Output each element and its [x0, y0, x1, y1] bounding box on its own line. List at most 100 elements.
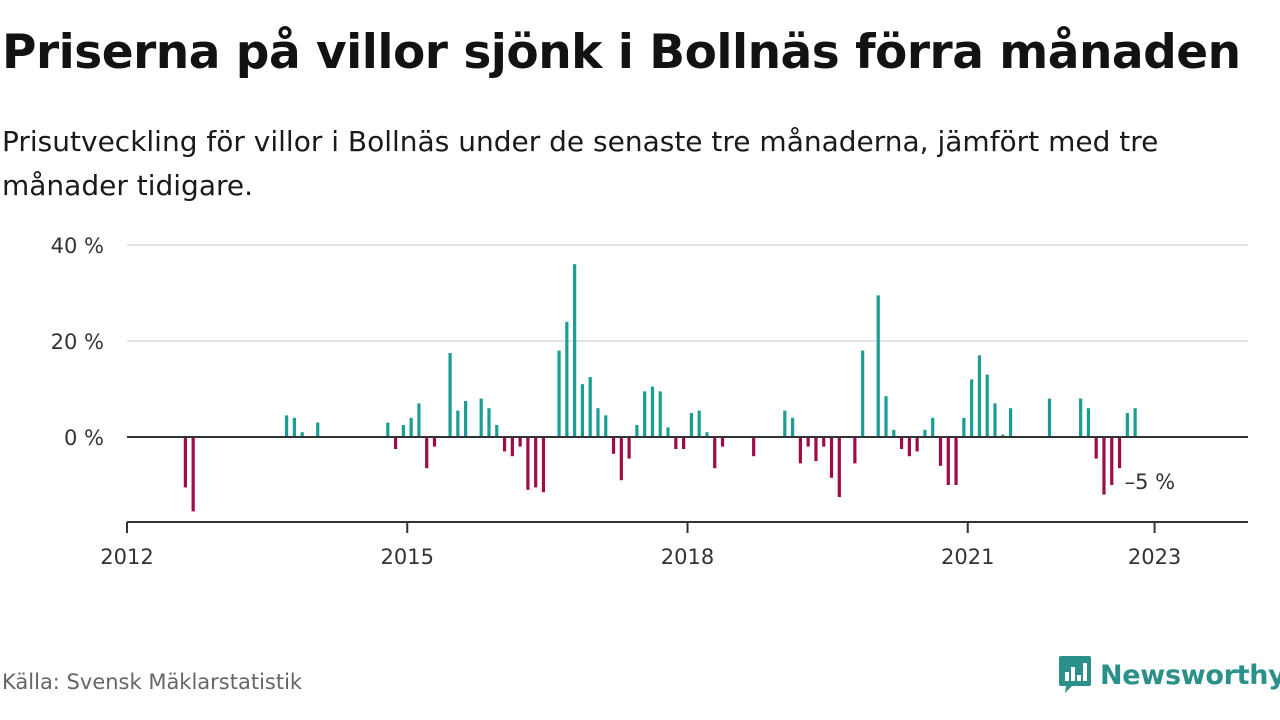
grid-lines: [127, 244, 1248, 342]
bar: [697, 410, 701, 437]
y-tick-label: 20 %: [51, 330, 104, 354]
bar: [705, 432, 709, 437]
x-tick-label: 2015: [381, 545, 434, 569]
brand-logo: Newsworthy: [1058, 655, 1280, 695]
bar: [1001, 434, 1005, 437]
chart-subtitle: Prisutveckling för villor i Bollnäs unde…: [2, 125, 1159, 202]
bar: [993, 403, 997, 437]
bar: [479, 398, 483, 437]
bar: [876, 295, 880, 437]
bar: [580, 384, 585, 437]
bar: [526, 437, 530, 490]
bar: [814, 437, 818, 461]
bar: [977, 355, 982, 437]
y-axis-tick-labels: 0 % 20 % 40 %: [51, 234, 104, 450]
bar: [573, 264, 577, 437]
bar: [1008, 408, 1013, 437]
bar: [1086, 408, 1091, 437]
bar: [853, 437, 857, 464]
bar: [541, 437, 546, 493]
bar: [596, 408, 600, 437]
bar-chart: 0 % 20 % 40 % 2012 2015 2018 2021 2023 –5 %: [51, 234, 1248, 569]
bar: [798, 437, 802, 464]
brand-name: Newsworthy: [1100, 659, 1280, 691]
bar: [627, 437, 631, 459]
bar: [837, 437, 841, 497]
bar: [502, 437, 507, 452]
bar: [985, 374, 989, 437]
bar: [658, 391, 662, 437]
bar: [284, 415, 289, 437]
bar: [822, 437, 826, 447]
bar: [790, 417, 795, 437]
chart-title: Priserna på villor sjönk i Bollnäs förra…: [2, 25, 1241, 80]
bar: [316, 422, 320, 437]
bar: [666, 427, 670, 437]
bar: [931, 417, 935, 437]
annotations: –5 %: [1125, 470, 1176, 494]
bar: [393, 437, 398, 449]
bar: [643, 391, 647, 437]
bar: [425, 437, 429, 469]
bar: [829, 437, 834, 478]
bar: [1110, 437, 1114, 485]
bar: [907, 437, 911, 457]
bar: [565, 321, 569, 437]
bar: [518, 437, 522, 447]
bar: [495, 425, 499, 437]
bar: [1125, 413, 1129, 437]
axes: [127, 436, 1248, 523]
bar: [962, 417, 966, 437]
bar: [783, 410, 787, 437]
y-tick-label: 40 %: [51, 234, 104, 258]
bar: [604, 415, 608, 437]
bar: [611, 437, 616, 454]
bar: [191, 437, 195, 512]
bar: [689, 413, 693, 437]
bar: [1117, 437, 1122, 469]
bar: [884, 396, 888, 437]
bar: [1094, 437, 1098, 459]
x-tick-label: 2023: [1128, 545, 1181, 569]
bar: [682, 437, 686, 449]
last-value-label: –5 %: [1125, 470, 1176, 494]
bar: [923, 429, 927, 437]
bar: [861, 350, 865, 437]
x-axis-tick-labels: 2012 2015 2018 2021 2023: [100, 522, 1181, 569]
bar: [806, 437, 810, 447]
bar: [1047, 398, 1052, 437]
bar: [534, 437, 538, 488]
bar: [1102, 437, 1106, 495]
x-tick-label: 2012: [100, 545, 153, 569]
bar: [635, 425, 639, 437]
bar: [915, 437, 919, 452]
bar: [954, 437, 958, 485]
bar: [588, 377, 592, 437]
x-tick-label: 2018: [661, 545, 714, 569]
bars: [183, 264, 1137, 512]
bar: [510, 437, 514, 457]
bar: [386, 422, 390, 437]
bar: [720, 437, 725, 447]
bar: [970, 379, 974, 437]
bar: [1079, 398, 1083, 437]
source-note: Källa: Svensk Mäklarstatistik: [2, 670, 303, 694]
bar: [448, 353, 452, 437]
bar: [713, 437, 717, 469]
bar: [417, 403, 421, 437]
bar: [619, 437, 623, 481]
bar: [752, 437, 756, 457]
y-tick-label: 0 %: [64, 426, 104, 450]
bar: [432, 437, 437, 447]
bar: [938, 437, 943, 466]
bar: [892, 429, 896, 437]
newsworthy-logo-icon: [1059, 656, 1091, 693]
bar: [300, 432, 304, 437]
bar: [946, 437, 950, 485]
bar: [557, 350, 561, 437]
bar: [899, 437, 904, 449]
bar: [650, 386, 655, 437]
bar: [1133, 408, 1137, 437]
bar: [456, 410, 460, 437]
bar: [487, 408, 491, 437]
